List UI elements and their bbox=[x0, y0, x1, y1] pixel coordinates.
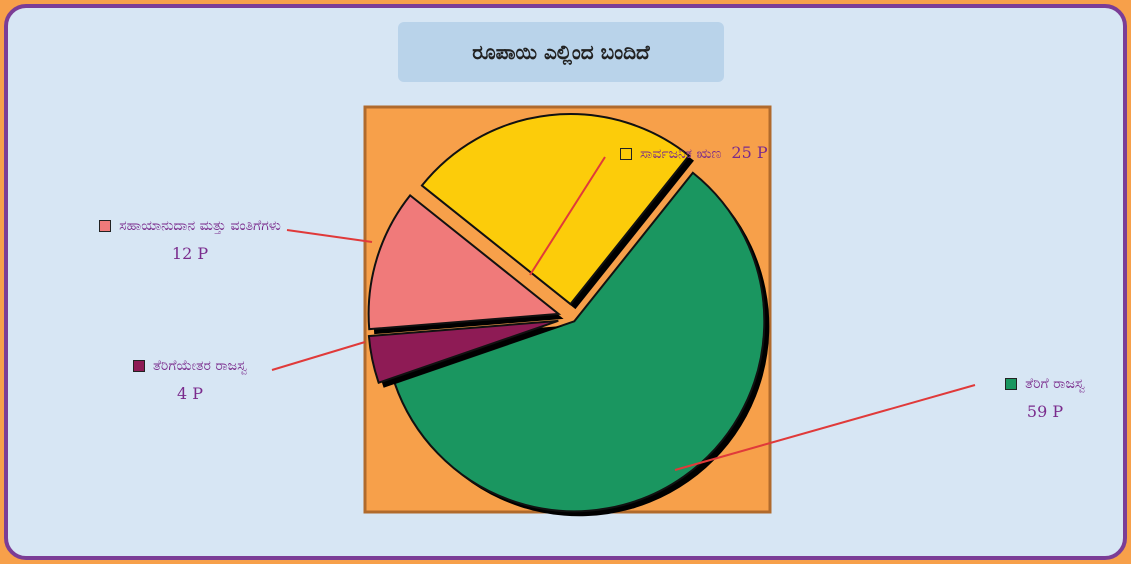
label-name: ಸಹಾಯಾನುದಾನ ಮತ್ತು ವಂತಿಗೆಗಳು bbox=[119, 218, 281, 234]
value-label: 59 P bbox=[1026, 402, 1064, 421]
legend-marker bbox=[1005, 378, 1018, 390]
label-name: ಸಾರ್ವಜನಿಕ ಋಣ bbox=[640, 146, 722, 162]
value-label: 4 P bbox=[176, 384, 204, 403]
chart-title: ರೂಪಾಯಿ ಎಲ್ಲಿಂದ ಬಂದಿದೆ bbox=[398, 22, 724, 82]
legend-marker bbox=[132, 360, 145, 372]
slice bbox=[420, 113, 691, 306]
legend-marker bbox=[99, 220, 112, 232]
leader-line bbox=[286, 229, 373, 243]
label-row: ಸಾರ್ವಜನಿಕ ಋಣ bbox=[620, 144, 721, 162]
label-name: ತೆರಿಗೆಯೇತರ ರಾಜಸ್ವ bbox=[152, 358, 248, 374]
label-row: ತೆರಿಗೆ ರಾಜಸ್ವ bbox=[960, 374, 1130, 392]
slice bbox=[393, 171, 766, 513]
value-label: 25 P bbox=[731, 143, 768, 162]
slice-label: ತೆರಿಗೆಯೇತರ ರಾಜಸ್ವ 4 P bbox=[70, 356, 310, 403]
leader-line bbox=[271, 341, 366, 371]
leader-line bbox=[674, 384, 976, 471]
legend-marker bbox=[620, 148, 632, 160]
slice-label: ತೆರಿಗೆ ರಾಜಸ್ವ 59 P bbox=[960, 374, 1130, 421]
label-row: ತೆರಿಗೆಯೇತರ ರಾಜಸ್ವ bbox=[70, 356, 310, 374]
value-label: 12 P bbox=[171, 244, 209, 263]
slice bbox=[367, 193, 562, 331]
slice-label: ಸಾರ್ವಜನಿಕ ಋಣ 25 P bbox=[620, 143, 880, 162]
slice bbox=[367, 319, 559, 384]
slice-label: ಸಹಾಯಾನುದಾನ ಮತ್ತು ವಂತಿಗೆಗಳು 12 P bbox=[70, 216, 310, 263]
label-row: ಸಹಾಯಾನುದಾನ ಮತ್ತು ವಂತಿಗೆಗಳು bbox=[70, 216, 310, 234]
leader-line bbox=[529, 156, 606, 276]
label-name: ತೆರಿಗೆ ರಾಜಸ್ವ bbox=[1025, 376, 1085, 392]
